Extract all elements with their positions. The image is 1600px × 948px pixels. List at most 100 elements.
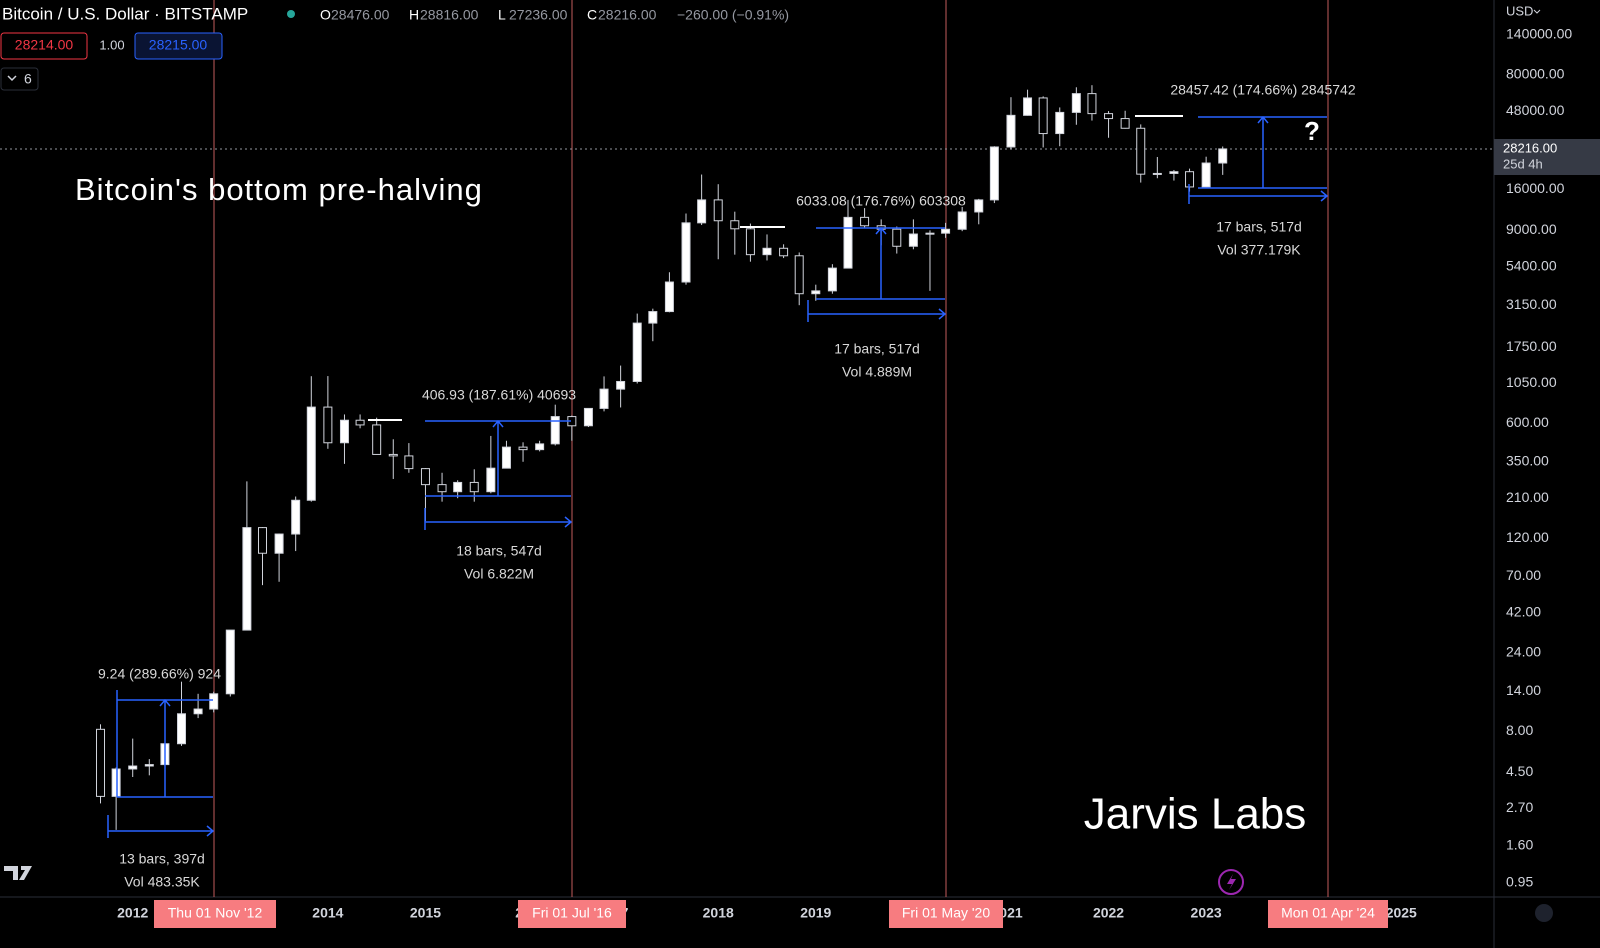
candle	[860, 208, 870, 229]
ohlc-key: O	[320, 7, 331, 23]
x-tick-label: 2025	[1386, 905, 1417, 921]
candle-body	[860, 216, 870, 227]
candle-body	[1169, 171, 1179, 174]
candle	[306, 376, 316, 502]
halving-label: Thu 01 Nov '12	[168, 905, 263, 921]
price-tag-value: 28216.00	[1503, 140, 1557, 155]
axes: 140000.00 80000.00 48000.00 16000.00 9000.00…	[117, 25, 1572, 920]
candle	[616, 365, 626, 408]
ohlc-key: C	[587, 7, 597, 23]
candle-body	[827, 267, 837, 292]
candle	[1218, 146, 1228, 175]
candle	[242, 481, 252, 631]
ohlc-value: 28216.00	[598, 7, 657, 23]
lightning-bolt	[1227, 874, 1236, 890]
y-tick-label: 48000.00	[1506, 102, 1565, 118]
x-tick-label: 2022	[1093, 905, 1124, 921]
halving-label: Mon 01 Apr '24	[1281, 905, 1375, 921]
candle	[908, 219, 918, 250]
candle-body	[811, 290, 821, 295]
measure-range: 406.93 (187.61%) 40693	[422, 387, 576, 403]
sell-button[interactable]	[0, 32, 88, 60]
candle-body	[648, 311, 658, 324]
y-tick-label: 600.00	[1506, 414, 1549, 430]
x-tick-label: 2015	[410, 905, 441, 921]
candle-body	[193, 708, 203, 715]
candle-body	[794, 255, 804, 295]
candle	[404, 443, 414, 473]
sell-price[interactable]: 28214.00	[15, 37, 74, 53]
candle-body	[111, 768, 121, 797]
buy-price[interactable]: 28215.00	[149, 37, 208, 53]
candle	[355, 414, 365, 429]
measure-range: 9.24 (289.66%) 924	[98, 666, 221, 682]
symbol-title: Bitcoin / U.S. Dollar · BITSTAMP	[2, 4, 248, 23]
y-tick-label: 14.00	[1506, 682, 1541, 698]
candle	[583, 407, 593, 428]
candle-body	[257, 527, 267, 554]
candle-body	[1038, 97, 1048, 135]
candle	[843, 199, 853, 269]
candle-body	[681, 222, 691, 283]
y-tick-label: 2.70	[1506, 799, 1533, 815]
candle	[339, 414, 349, 464]
indicator-count[interactable]: 6	[24, 71, 32, 87]
countdown: 25d 4h	[1503, 156, 1543, 171]
candle	[957, 206, 967, 232]
candle-body	[616, 380, 626, 390]
candle	[1120, 110, 1130, 129]
candle	[1006, 97, 1016, 150]
question-mark: ?	[1304, 116, 1320, 146]
candle	[501, 440, 511, 469]
candle	[437, 472, 447, 502]
halving-label-bg	[518, 900, 626, 928]
y-tick-label: 5400.00	[1506, 257, 1557, 273]
candle	[827, 264, 837, 294]
candle	[974, 198, 984, 225]
price-tag	[1494, 139, 1600, 175]
y-tick-label: 1050.00	[1506, 374, 1557, 390]
spread: 1.00	[99, 37, 124, 52]
y-tick-label: 9000.00	[1506, 221, 1557, 237]
candle	[664, 272, 674, 313]
candle-body	[1023, 97, 1033, 116]
candle	[209, 691, 219, 713]
y-tick-label: 24.00	[1506, 643, 1541, 659]
lightning-icon[interactable]	[1218, 869, 1244, 895]
buy-button[interactable]	[134, 32, 223, 60]
candle-body	[925, 232, 935, 235]
candle-body	[779, 247, 789, 257]
currency[interactable]: USD	[1506, 3, 1533, 18]
candle	[128, 738, 138, 778]
candle-body	[518, 446, 528, 451]
ohlc-value: 27236.00	[509, 7, 568, 23]
x-tick-label: 2019	[800, 905, 831, 921]
candle-body	[632, 322, 642, 382]
candle-body	[225, 629, 235, 695]
candle-body	[274, 533, 284, 554]
indicator-toggle[interactable]	[0, 67, 39, 91]
measure-box	[107, 690, 215, 838]
tradingview-logo	[4, 866, 32, 880]
candle	[193, 693, 203, 719]
candle-body	[404, 455, 414, 470]
auto-scale-button[interactable]	[1535, 904, 1553, 922]
candle	[1136, 124, 1146, 183]
measure-vol: Vol 377.179K	[1217, 242, 1301, 258]
headline: Bitcoin's bottom pre-halving	[75, 172, 483, 207]
measure-range: 28457.42 (174.66%) 2845742	[1170, 82, 1355, 98]
candle-body	[892, 228, 902, 247]
candle	[599, 376, 609, 412]
watermark: Jarvis Labs	[1084, 790, 1307, 839]
candle-body	[1201, 162, 1211, 188]
candle	[794, 252, 804, 306]
candle-body	[242, 527, 252, 631]
candle-body	[908, 233, 918, 247]
candle-body	[599, 388, 609, 409]
y-tick-label: 1750.00	[1506, 338, 1557, 354]
candle	[1071, 87, 1081, 125]
candle-body	[96, 728, 106, 797]
candle	[486, 435, 496, 494]
candle-body	[437, 484, 447, 493]
